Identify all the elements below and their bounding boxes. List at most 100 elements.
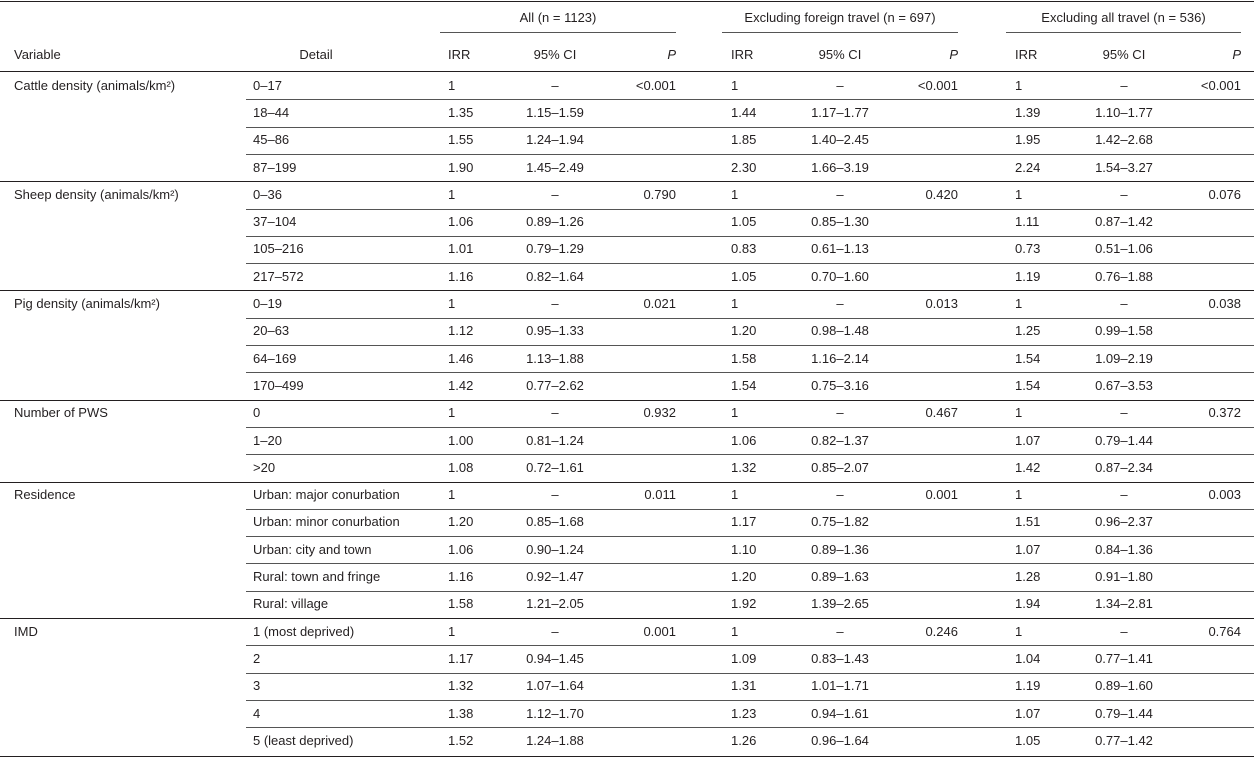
ci: 0.61–1.13 [811, 241, 869, 256]
irr: 1.06 [448, 542, 474, 557]
p-value: 0.011 [644, 487, 676, 502]
irr: 0.73 [1015, 241, 1041, 256]
rule [246, 454, 1254, 455]
ci: – [551, 187, 559, 202]
irr: 1 [731, 405, 739, 420]
rule [246, 318, 1254, 319]
ci: 1.54–3.27 [1095, 160, 1153, 175]
ci: 1.34–2.81 [1095, 596, 1153, 611]
ci: – [551, 405, 559, 420]
rule [246, 236, 1254, 237]
rule [0, 290, 1254, 291]
ci: – [836, 487, 844, 502]
detail: 5 (least deprived) [253, 733, 354, 748]
group-header: Excluding foreign travel (n = 697) [744, 10, 936, 25]
irr: 1.39 [1015, 105, 1041, 120]
column-header: P [667, 47, 676, 62]
p-value: 0.467 [925, 405, 958, 420]
ci: 1.24–1.88 [526, 733, 584, 748]
rule [0, 181, 1254, 182]
p-value: 0.932 [643, 405, 676, 420]
rule [246, 700, 1254, 701]
ci: 0.90–1.24 [526, 542, 584, 557]
irr: 1.52 [448, 733, 474, 748]
irr: 1.12 [448, 323, 474, 338]
ci: 0.92–1.47 [526, 569, 584, 584]
irr: 1.20 [731, 569, 757, 584]
variable: Residence [14, 487, 76, 502]
p-value: <0.001 [635, 78, 676, 93]
detail: 2 [253, 651, 261, 666]
detail: 4 [253, 706, 261, 721]
irr: 1.28 [1015, 569, 1041, 584]
ci: 1.10–1.77 [1095, 105, 1153, 120]
irr: 1.51 [1015, 514, 1041, 529]
rule [0, 756, 1254, 757]
rule [722, 32, 958, 33]
ci: 1.12–1.70 [526, 706, 584, 721]
ci: – [836, 296, 844, 311]
column-header: Detail [299, 47, 333, 62]
rule [440, 32, 676, 33]
irr: 1.09 [731, 651, 757, 666]
ci: – [551, 624, 559, 639]
detail: 0–19 [253, 296, 282, 311]
irr: 1 [731, 187, 739, 202]
ci: 0.79–1.29 [526, 241, 584, 256]
irr: 1.19 [1015, 678, 1041, 693]
group-header: Excluding all travel (n = 536) [1041, 10, 1206, 25]
rule [246, 209, 1254, 210]
irr: 1.35 [448, 105, 474, 120]
ci: 0.91–1.80 [1095, 569, 1153, 584]
ci: 0.67–3.53 [1095, 378, 1153, 393]
ci: – [1120, 624, 1128, 639]
irr: 1.19 [1015, 269, 1041, 284]
irr: 1 [1015, 624, 1023, 639]
irr: 1.16 [448, 569, 474, 584]
ci: 1.01–1.71 [811, 678, 869, 693]
irr: 1 [731, 624, 739, 639]
irr: 0.83 [731, 241, 757, 256]
ci: 0.87–1.42 [1095, 214, 1153, 229]
ci: 0.98–1.48 [811, 323, 869, 338]
detail: 87–199 [253, 160, 297, 175]
ci: – [1120, 405, 1128, 420]
irr: 1.07 [1015, 706, 1041, 721]
ci: 0.95–1.33 [526, 323, 584, 338]
ci: 1.13–1.88 [526, 351, 584, 366]
ci: – [836, 405, 844, 420]
irr: 1.94 [1015, 596, 1041, 611]
irr: 1 [448, 296, 456, 311]
ci: 0.84–1.36 [1095, 542, 1153, 557]
detail: 18–44 [253, 105, 290, 120]
irr: 1.20 [731, 323, 757, 338]
variable: Sheep density (animals/km²) [14, 187, 179, 202]
irr: 1.08 [448, 460, 474, 475]
detail: 1–20 [253, 433, 282, 448]
irr: 1 [448, 187, 456, 202]
column-header: 95% CI [533, 47, 577, 62]
p-value: 0.372 [1208, 405, 1241, 420]
irr: 1 [1015, 187, 1023, 202]
ci: 0.81–1.24 [526, 433, 584, 448]
irr: 1 [448, 624, 456, 639]
irr: 1.32 [731, 460, 757, 475]
irr: 1.05 [731, 214, 757, 229]
detail: 20–63 [253, 323, 290, 338]
detail: Rural: town and fringe [253, 569, 381, 584]
ci: 0.89–1.36 [811, 542, 869, 557]
ci: 0.76–1.88 [1095, 269, 1153, 284]
ci: 0.96–1.64 [811, 733, 869, 748]
irr: 1 [448, 405, 456, 420]
rule [0, 482, 1254, 483]
ci: 0.83–1.43 [811, 651, 869, 666]
irr: 1 [1015, 405, 1023, 420]
detail: 170–499 [253, 378, 304, 393]
irr: 1.07 [1015, 542, 1041, 557]
irr: 1.46 [448, 351, 474, 366]
ci: 1.09–2.19 [1095, 351, 1153, 366]
p-value: 0.013 [925, 296, 958, 311]
detail: Rural: village [253, 596, 329, 611]
p-value: 0.790 [643, 187, 676, 202]
